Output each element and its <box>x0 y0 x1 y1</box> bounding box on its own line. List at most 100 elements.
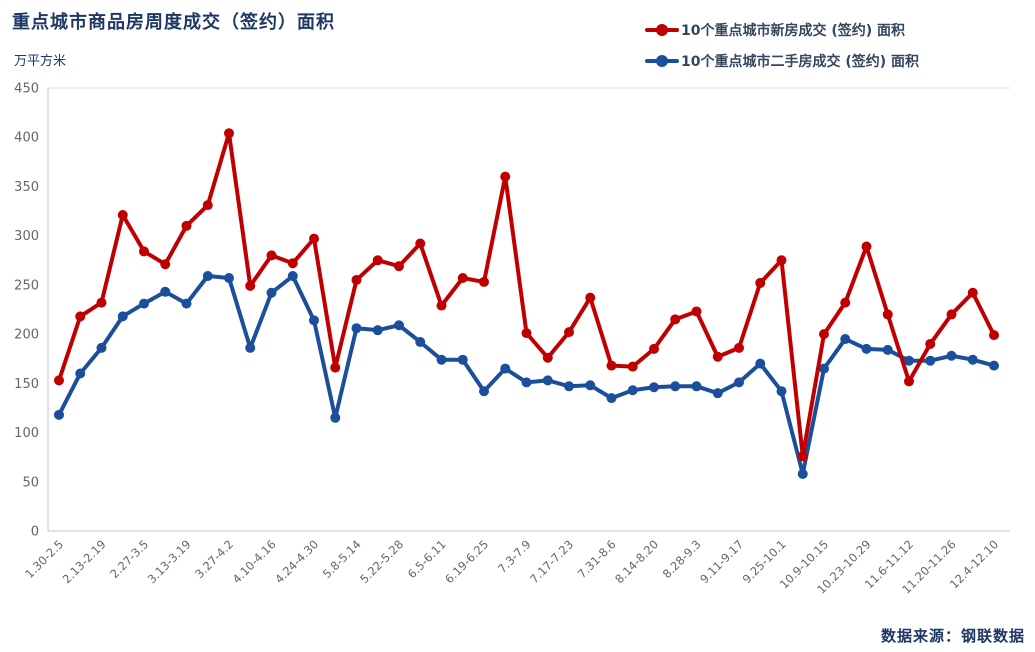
second-hand-point-10.2-10.8 <box>797 468 808 479</box>
second-hand-point-6.26-7.2 <box>500 363 511 374</box>
data-source-credit: 数据来源：钢联数据 <box>880 627 1025 645</box>
x-tick-label: 5.8-5.14 <box>320 537 364 581</box>
second-hand-point-4.24-4.30 <box>309 315 319 326</box>
second-hand-point-11.27-12.3 <box>967 354 978 365</box>
second-hand-point-8.14-8.20 <box>649 382 659 393</box>
second-hand-point-3.20-3.26 <box>202 271 213 282</box>
y-tick-label: 400 <box>14 131 39 146</box>
y-tick-label: 300 <box>14 229 39 244</box>
legend-marker-second-hand-icon <box>645 55 679 67</box>
second-hand-point-5.22-5.28 <box>394 320 404 331</box>
y-tick-label: 450 <box>14 82 39 97</box>
new-homes-point-4.10-4.16 <box>266 250 277 261</box>
second-hand-point-4.3-4.9 <box>245 342 256 353</box>
new-homes-point-7.31-8.6 <box>606 360 617 371</box>
x-tick-label: 7.17-7.23 <box>527 537 576 586</box>
new-homes-point-5.22-5.28 <box>394 261 404 272</box>
new-homes-point-10.30-11.5 <box>882 309 893 320</box>
new-homes-point-7.17-7.23 <box>564 327 574 338</box>
new-homes-point-7.3-7.9 <box>521 328 532 339</box>
new-homes-point-10.23-10.29 <box>861 241 872 252</box>
second-hand-point-5.15-5.21 <box>372 325 383 336</box>
new-homes-point-2.13-2.19 <box>96 297 107 308</box>
second-hand-point-6.19-6.25 <box>479 386 489 397</box>
second-hand-point-11.6-11.12 <box>904 355 914 366</box>
second-hand-point-9.25-10.1 <box>776 386 787 397</box>
second-hand-point-3.13-3.19 <box>181 298 192 309</box>
new-homes-point-2.20-2.26 <box>117 209 128 220</box>
new-homes-point-3.6-3.12 <box>160 259 171 270</box>
new-homes-point-5.8-5.14 <box>351 274 362 285</box>
second-hand-point-4.10-4.16 <box>266 287 277 298</box>
new-homes-point-1.30-2.5 <box>54 375 64 386</box>
new-homes-point-5.1-5.7 <box>330 362 341 373</box>
new-homes-point-8.7-8.13 <box>627 361 638 372</box>
legend-item-new-homes: 10个重点城市新房成交 (签约) 面积 <box>645 20 919 40</box>
second-hand-point-2.27-3.5 <box>139 298 149 309</box>
y-tick-label: 350 <box>14 180 39 195</box>
second-hand-point-10.9-10.15 <box>819 363 829 374</box>
second-hand-point-2.6-2.12 <box>75 368 86 379</box>
legend-item-second-hand: 10个重点城市二手房成交 (签约) 面积 <box>645 51 919 71</box>
y-tick-label: 150 <box>14 377 39 392</box>
new-homes-point-2.27-3.5 <box>139 246 149 257</box>
new-homes-point-4.3-4.9 <box>245 280 256 291</box>
second-hand-point-7.3-7.9 <box>521 377 532 388</box>
x-tick-label: 3.27-4.2 <box>192 537 236 581</box>
new-homes-point-11.27-12.3 <box>967 287 978 298</box>
chart-legend: 10个重点城市新房成交 (签约) 面积 10个重点城市二手房成交 (签约) 面积 <box>645 20 919 71</box>
new-homes-point-6.5-6.11 <box>436 300 447 311</box>
second-hand-point-11.13-11.19 <box>925 355 936 366</box>
x-tick-label: 1.30-2.5 <box>22 537 66 581</box>
second-hand-point-6.5-6.11 <box>436 354 447 365</box>
new-homes-point-6.19-6.25 <box>479 276 489 287</box>
second-hand-point-2.20-2.26 <box>117 311 128 322</box>
second-hand-point-3.6-3.12 <box>160 286 171 297</box>
second-hand-point-2.13-2.19 <box>96 342 107 353</box>
second-hand-point-6.12-6.18 <box>457 354 468 365</box>
new-homes-point-3.27-4.2 <box>224 128 234 139</box>
second-hand-point-9.11-9.17 <box>734 377 744 388</box>
new-homes-point-12.4-12.10 <box>989 330 999 341</box>
second-hand-point-7.24-7.30 <box>585 380 596 391</box>
new-homes-point-7.10-7.16 <box>542 352 553 363</box>
x-tick-label: 5.22-5.28 <box>357 537 406 586</box>
second-hand-point-11.20-11.26 <box>946 350 957 361</box>
new-homes-point-8.28-9.3 <box>691 306 702 317</box>
second-hand-point-10.23-10.29 <box>861 343 872 354</box>
y-tick-label: 100 <box>14 426 39 441</box>
second-hand-point-8.7-8.13 <box>627 385 638 396</box>
second-hand-point-7.31-8.6 <box>606 393 617 404</box>
new-homes-point-4.24-4.30 <box>309 233 319 244</box>
new-homes-point-9.4-9.10 <box>712 351 723 362</box>
x-tick-label: 9.11-9.17 <box>697 537 746 586</box>
x-tick-label: 2.27-3.5 <box>107 537 151 581</box>
new-homes-point-8.21-8.27 <box>670 314 681 325</box>
legend-label-new-homes: 10个重点城市新房成交 (签约) 面积 <box>681 23 906 39</box>
legend-label-second-hand: 10个重点城市二手房成交 (签约) 面积 <box>681 54 920 70</box>
x-tick-label: 7.3-7.9 <box>495 537 534 576</box>
new-homes-point-5.29-6.4 <box>415 238 426 249</box>
x-tick-label: 4.10-4.16 <box>230 537 279 586</box>
second-hand-point-9.18-9.24 <box>755 358 766 369</box>
second-hand-point-5.29-6.4 <box>415 336 426 347</box>
x-tick-label: 6.5-6.11 <box>405 537 449 581</box>
legend-marker-new-homes-icon <box>645 24 679 36</box>
new-homes-point-8.14-8.20 <box>649 343 659 354</box>
new-homes-point-10.16-10.22 <box>840 297 851 308</box>
new-homes-point-3.20-3.26 <box>202 200 213 211</box>
new-homes-point-10.2-10.8 <box>797 451 808 462</box>
y-tick-label: 200 <box>14 328 39 343</box>
x-tick-label: 6.19-6.25 <box>442 537 491 586</box>
new-homes-point-2.6-2.12 <box>75 311 86 322</box>
new-homes-point-9.18-9.24 <box>755 277 766 288</box>
second-hand-point-5.1-5.7 <box>330 412 341 423</box>
new-homes-line <box>57 131 996 459</box>
second-hand-point-10.30-11.5 <box>882 344 893 355</box>
second-hand-point-4.17-4.23 <box>287 271 298 282</box>
new-homes-point-11.20-11.26 <box>946 309 957 320</box>
y-tick-label: 250 <box>14 278 39 293</box>
new-homes-point-9.25-10.1 <box>776 255 787 266</box>
second-hand-point-3.27-4.2 <box>224 272 234 283</box>
